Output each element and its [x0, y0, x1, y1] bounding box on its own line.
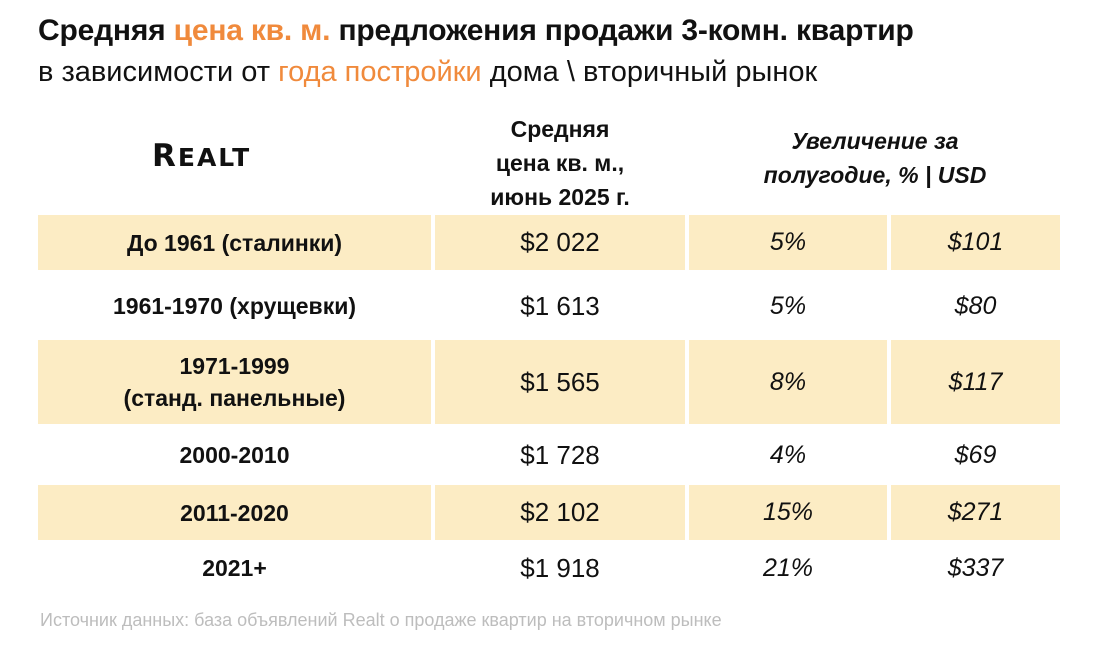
- period-label: 2021+: [202, 555, 267, 581]
- logo-text: EALT: [177, 143, 252, 172]
- table-row: 1971-1999 (станд. панельные) $1 565 8% $1…: [38, 340, 1060, 424]
- period-cell: 2000-2010: [38, 428, 431, 482]
- period-label: (станд. панельные): [123, 385, 346, 411]
- title-highlight: цена кв. м.: [173, 14, 331, 47]
- period-label: 1971-1999: [179, 353, 290, 379]
- period-label: До 1961 (сталинки): [126, 229, 343, 256]
- period-label: 2011-2020: [180, 499, 289, 526]
- price-cell: $2 022: [435, 215, 685, 270]
- subtitle-text: дома \ вторичный рынок: [481, 56, 818, 88]
- data-source-note: Источник данных: база объявлений Realt о…: [40, 610, 722, 630]
- period-cell: До 1961 (сталинки): [38, 215, 431, 270]
- period-cell: 2021+: [38, 542, 431, 594]
- table-row: До 1961 (сталинки) $2 022 5% $101: [38, 215, 1060, 270]
- price-cell: $1 613: [520, 290, 600, 321]
- header-line: цена кв. м.,: [495, 150, 625, 176]
- period-cell: 1961-1970 (хрущевки): [38, 277, 431, 335]
- title-line-1: Средняя цена кв. м. предложения продажи …: [38, 14, 914, 48]
- percent-cell: 21%: [762, 553, 814, 582]
- usd-cell: $69: [954, 440, 997, 469]
- header-line: полугодие, % | USD: [763, 162, 987, 188]
- period-label: 2000-2010: [179, 442, 290, 468]
- period-cell: 1971-1999 (станд. панельные): [38, 340, 431, 424]
- price-cell: $1 565: [435, 340, 685, 424]
- table-row: 2021+ $1 918 21% $337: [38, 542, 1060, 594]
- title-text: Средняя: [38, 14, 174, 47]
- usd-cell: $271: [891, 485, 1060, 540]
- table-row: 2011-2020 $2 102 15% $271: [38, 485, 1060, 540]
- price-cell: $1 728: [520, 439, 600, 470]
- usd-cell: $337: [947, 553, 1004, 582]
- usd-cell: $101: [891, 215, 1060, 270]
- header-line: июнь 2025 г.: [490, 184, 630, 210]
- period-label: 1961-1970 (хрущевки): [112, 293, 357, 319]
- header-line: Увеличение за: [791, 128, 959, 154]
- subtitle-highlight: года постройки: [278, 56, 482, 88]
- percent-cell: 15%: [689, 485, 887, 540]
- logo-letter: R: [152, 138, 178, 174]
- percent-cell: 8%: [689, 340, 887, 424]
- percent-cell: 5%: [689, 215, 887, 270]
- percent-cell: 4%: [769, 440, 807, 469]
- price-cell: $1 918: [520, 552, 600, 583]
- header-line: Средняя: [510, 116, 610, 142]
- period-cell: 2011-2020: [38, 485, 431, 540]
- title-text: предложения продажи 3-комн. квартир: [330, 14, 914, 47]
- title-line-2: в зависимости от года постройки дома \ в…: [38, 56, 817, 89]
- usd-cell: $80: [954, 291, 997, 320]
- percent-cell: 5%: [769, 291, 807, 320]
- price-cell: $2 102: [435, 485, 685, 540]
- usd-cell: $117: [891, 340, 1060, 424]
- table-row: 2000-2010 $1 728 4% $69: [38, 428, 1060, 482]
- realt-logo: REALT: [152, 138, 251, 174]
- column-header-increase: Увеличение за полугодие, % | USD: [690, 124, 1060, 192]
- column-header-price: Средняя цена кв. м., июнь 2025 г.: [440, 112, 680, 214]
- subtitle-text: в зависимости от: [38, 56, 279, 88]
- table-row: 1961-1970 (хрущевки) $1 613 5% $80: [38, 277, 1060, 335]
